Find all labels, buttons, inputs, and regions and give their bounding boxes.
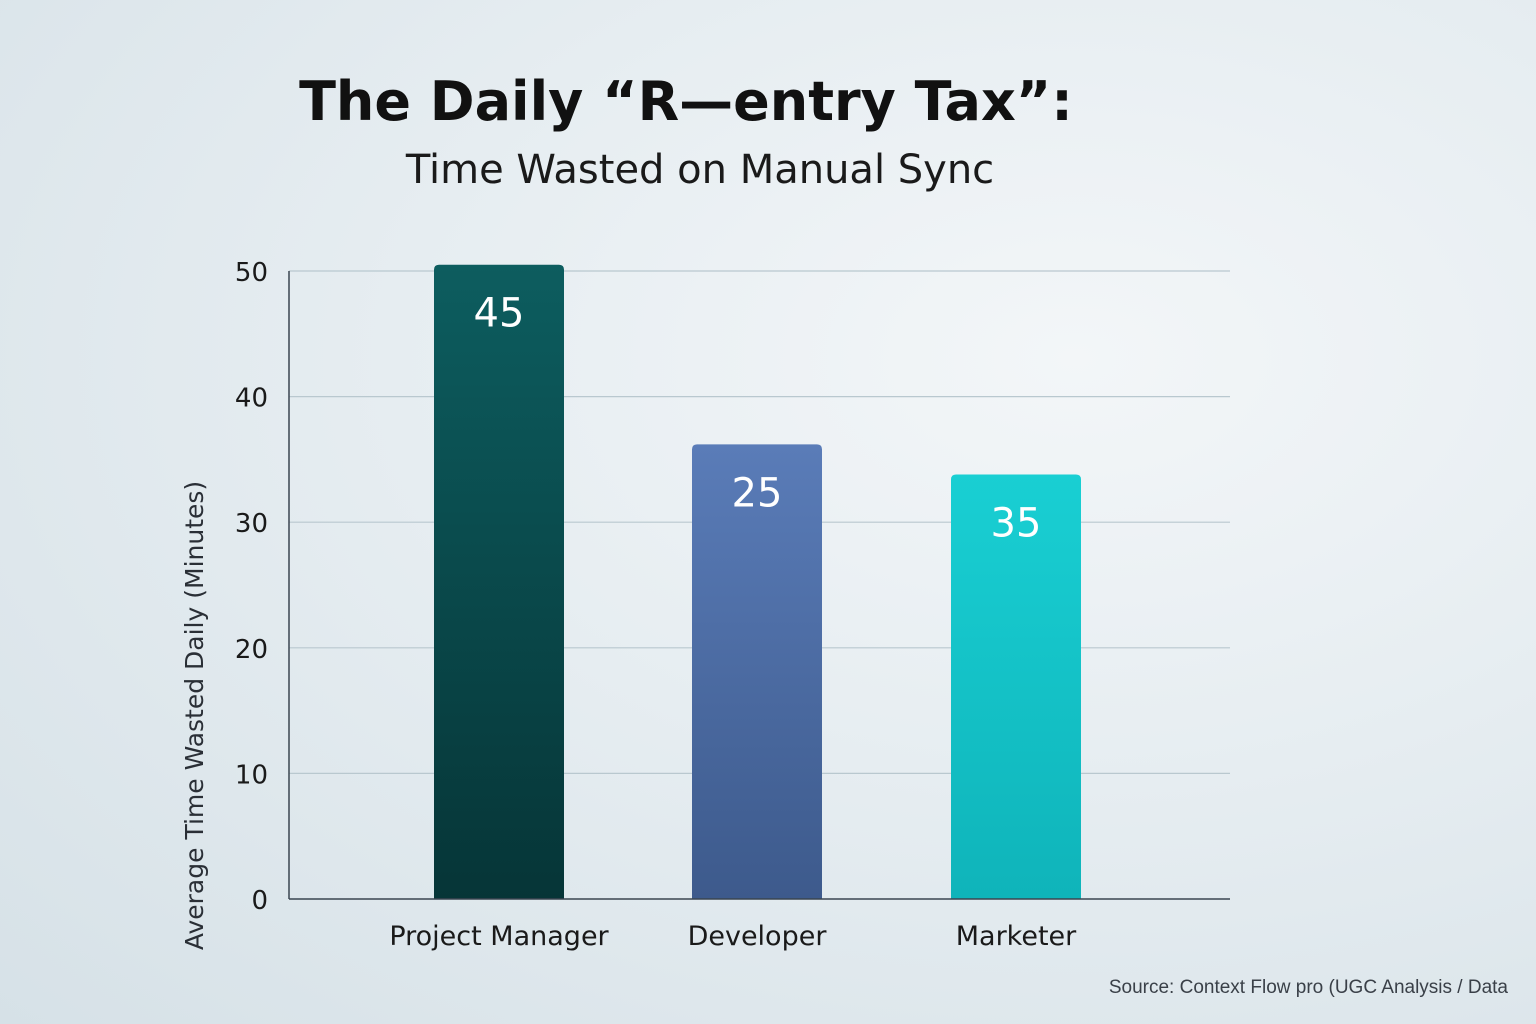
chart-subtitle: Time Wasted on Manual Sync xyxy=(405,147,995,193)
y-tick-label: 10 xyxy=(235,760,268,790)
y-tick-label: 50 xyxy=(235,258,268,288)
bar-marketer xyxy=(951,474,1081,899)
bar-value-label: 25 xyxy=(732,470,783,516)
y-axis-label: Average Time Wasted Daily (Minutes) xyxy=(180,481,209,950)
y-tick-label: 30 xyxy=(235,509,268,539)
labels: 0 10 20 30 40 50 Average Time Wasted Daily (Mi… xyxy=(180,258,1077,952)
bars xyxy=(434,264,1081,900)
axes xyxy=(288,271,1230,900)
chart-title: The Daily “R—entry Tax”: xyxy=(299,70,1073,133)
bar-value-label: 45 xyxy=(474,291,525,337)
y-tick-label: 0 xyxy=(251,886,268,916)
y-tick-label: 20 xyxy=(235,635,268,665)
bar-project-manager xyxy=(434,264,564,900)
bar-developer xyxy=(692,444,822,899)
x-tick-label: Marketer xyxy=(956,921,1077,952)
bar-value-label: 35 xyxy=(991,500,1042,546)
x-tick-label: Developer xyxy=(688,921,828,952)
y-tick-label: 40 xyxy=(235,384,268,414)
source-note: Source: Context Flow pro (UGC Analysis /… xyxy=(1108,977,1508,998)
x-tick-label: Project Manager xyxy=(389,921,609,952)
